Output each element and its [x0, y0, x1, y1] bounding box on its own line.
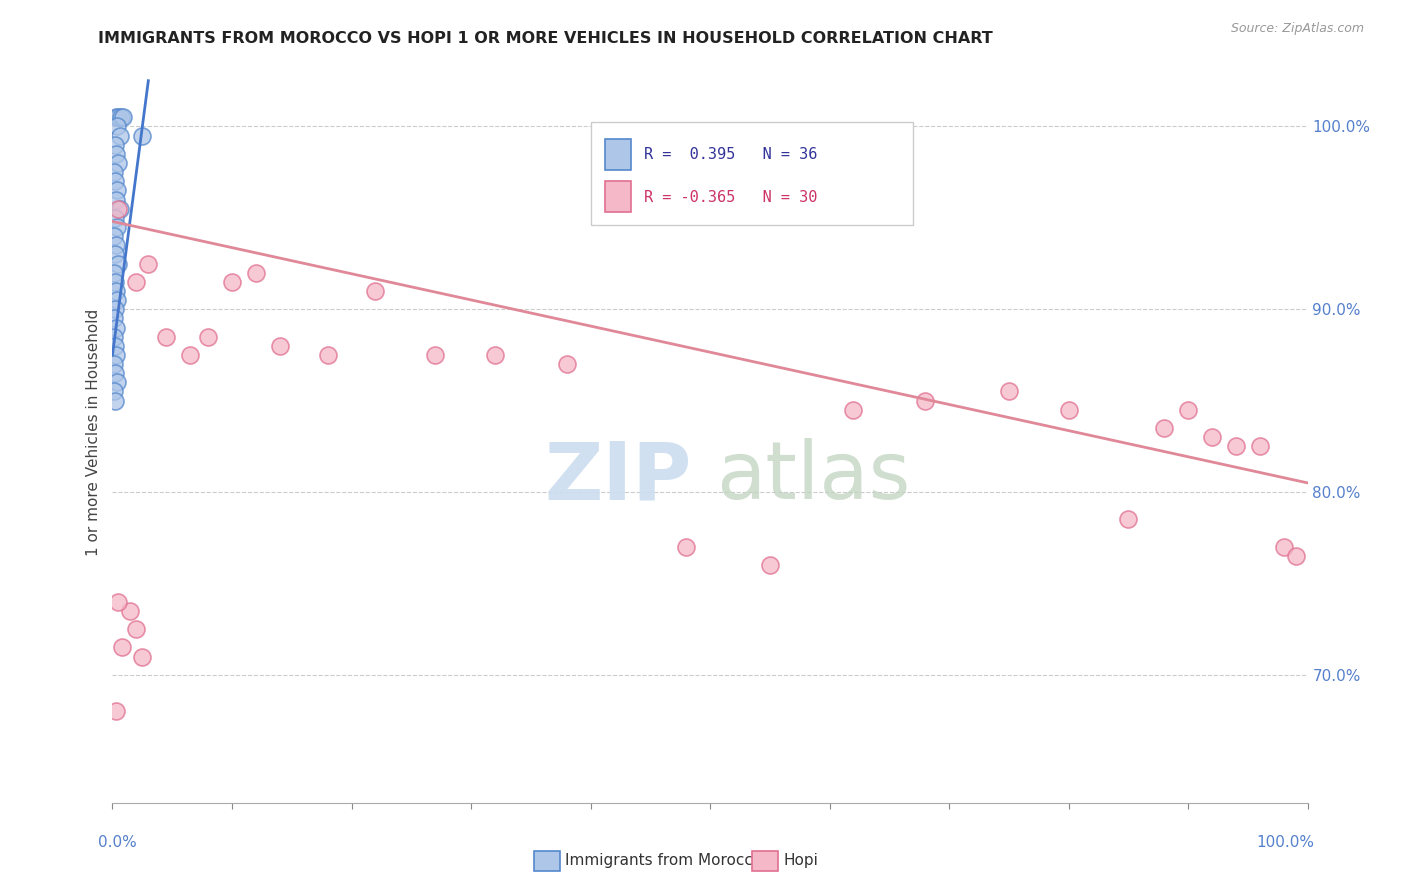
Point [105, 110, 128, 124]
Text: Immigrants from Morocco: Immigrants from Morocco [565, 854, 762, 868]
Point [842, 402, 865, 417]
Point [103, 357, 125, 371]
Point [1153, 421, 1175, 435]
Y-axis label: 1 or more Vehicles in Household: 1 or more Vehicles in Household [86, 309, 101, 557]
Point [105, 705, 128, 719]
Point [103, 311, 125, 326]
Point [103, 329, 125, 343]
Point [105, 120, 128, 134]
Point [103, 266, 125, 280]
Text: R = -0.365   N = 30: R = -0.365 N = 30 [644, 190, 818, 204]
Text: Hopi: Hopi [783, 854, 818, 868]
Point [131, 649, 153, 664]
FancyBboxPatch shape [591, 121, 914, 226]
Point [221, 275, 243, 289]
Point [104, 302, 127, 317]
Point [197, 329, 219, 343]
Point [105, 193, 128, 207]
Point [104, 137, 127, 152]
Point [125, 622, 148, 636]
Bar [605, 181, 631, 212]
Point [155, 329, 177, 343]
Point [107, 110, 129, 124]
Point [103, 384, 125, 399]
Point [104, 275, 127, 289]
Text: 100.0%: 100.0% [1257, 836, 1315, 850]
Point [425, 348, 447, 362]
Point [105, 183, 128, 197]
Point [104, 247, 127, 261]
Point [269, 339, 291, 353]
Point [107, 202, 129, 216]
Point [111, 640, 134, 655]
Point [104, 339, 127, 353]
Point [105, 348, 128, 362]
Bar [605, 138, 631, 169]
Point [103, 165, 125, 179]
Point [1272, 540, 1295, 554]
Text: ZIP: ZIP [546, 438, 692, 516]
Text: atlas: atlas [716, 438, 910, 516]
Point [105, 219, 128, 234]
Point [1225, 439, 1247, 453]
Point [914, 393, 936, 408]
Text: R =  0.395   N = 36: R = 0.395 N = 36 [644, 147, 818, 161]
Point [1118, 512, 1140, 526]
Point [110, 110, 132, 124]
Point [104, 366, 127, 380]
Point [364, 284, 387, 298]
Point [179, 348, 201, 362]
Point [105, 146, 128, 161]
Point [120, 604, 142, 618]
Point [104, 393, 127, 408]
Point [105, 284, 128, 298]
Point [675, 540, 697, 554]
Point [108, 128, 131, 143]
Text: 0.0%: 0.0% [98, 836, 138, 850]
Point [1201, 430, 1223, 444]
Point [108, 202, 131, 216]
Point [105, 293, 128, 307]
Point [112, 110, 135, 124]
Point [1285, 549, 1308, 563]
Point [107, 595, 129, 609]
Point [245, 266, 267, 280]
Point [125, 275, 148, 289]
Point [138, 256, 160, 270]
Point [131, 128, 153, 143]
Text: Source: ZipAtlas.com: Source: ZipAtlas.com [1230, 22, 1364, 36]
Point [1249, 439, 1271, 453]
Point [1057, 402, 1080, 417]
Point [1177, 402, 1199, 417]
Point [484, 348, 506, 362]
Point [107, 256, 129, 270]
Point [759, 558, 782, 573]
Point [104, 211, 127, 225]
Point [104, 174, 127, 188]
Point [105, 320, 128, 334]
Point [998, 384, 1021, 399]
Point [103, 229, 125, 244]
Text: IMMIGRANTS FROM MOROCCO VS HOPI 1 OR MORE VEHICLES IN HOUSEHOLD CORRELATION CHAR: IMMIGRANTS FROM MOROCCO VS HOPI 1 OR MOR… [98, 31, 993, 46]
Point [107, 156, 129, 170]
Point [105, 238, 128, 252]
Point [555, 357, 578, 371]
Point [316, 348, 339, 362]
Point [105, 376, 128, 390]
